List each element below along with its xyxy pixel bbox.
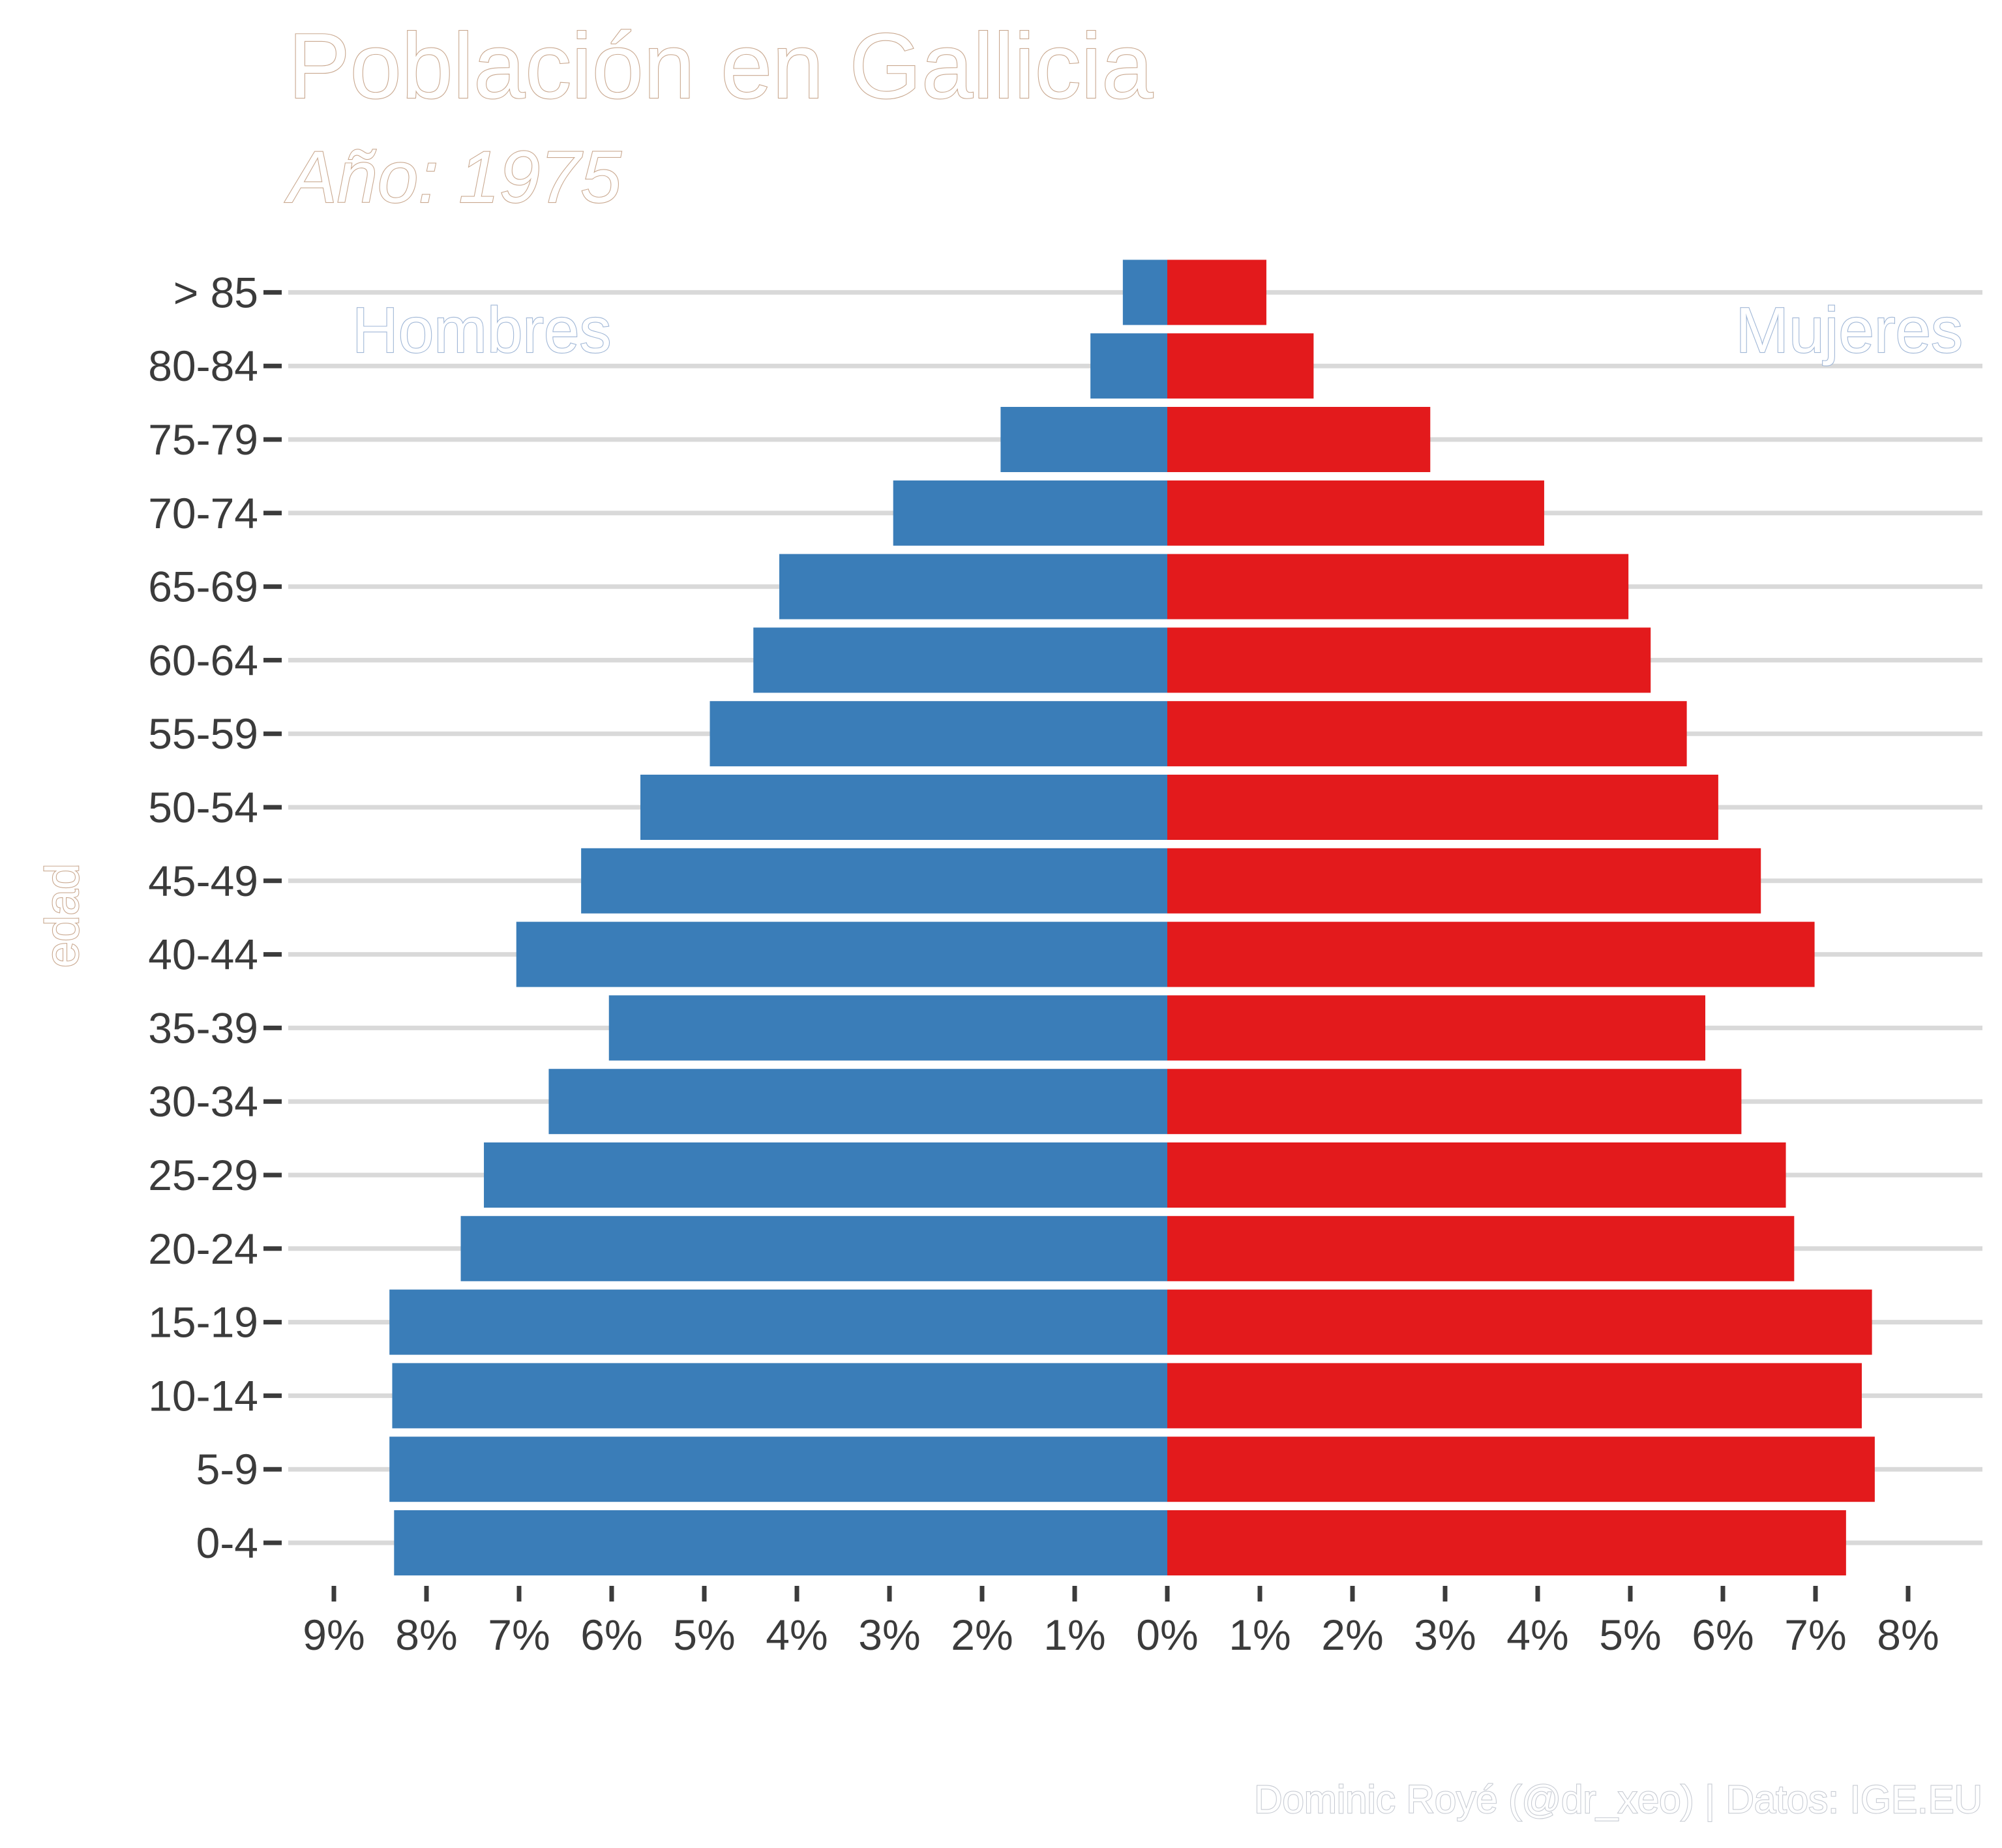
axes: 0-4 5-9 10-14 15-19 20-24 25-29 30-34 35-39 40-4… xyxy=(148,268,1939,1659)
x-tick-label: 1% xyxy=(1229,1611,1291,1659)
y-tick-label: 35-39 xyxy=(148,1004,258,1052)
chart-subtitle: Año: 1975 xyxy=(284,136,621,218)
bar-mujeres-60-64 xyxy=(1167,627,1651,693)
bar-mujeres-45-49 xyxy=(1167,848,1761,914)
bar-hombres-30-34 xyxy=(548,1069,1167,1135)
y-tick-label: 75-79 xyxy=(148,415,258,464)
x-tick-label: 8% xyxy=(1877,1611,1939,1659)
y-tick-label: 20-24 xyxy=(148,1225,258,1273)
bar-hombres-40-44 xyxy=(516,921,1167,987)
x-tick-label: 2% xyxy=(951,1611,1013,1659)
bar-hombres-45-49 xyxy=(581,848,1167,914)
y-tick-label: 50-54 xyxy=(148,783,258,831)
y-tick-label: 60-64 xyxy=(148,636,258,684)
bar-mujeres-0-4 xyxy=(1167,1510,1846,1575)
x-tick-label: 7% xyxy=(488,1611,550,1659)
annotation-hombres: Hombres xyxy=(352,294,612,366)
bar-mujeres-10-14 xyxy=(1167,1363,1862,1429)
bar-hombres-10-14 xyxy=(392,1363,1168,1429)
y-tick-label: 15-19 xyxy=(148,1298,258,1347)
y-tick-label: 25-29 xyxy=(148,1151,258,1199)
bar-hombres-15-19 xyxy=(389,1289,1168,1355)
y-tick-label: 10-14 xyxy=(148,1371,258,1420)
bar-hombres-5-9 xyxy=(389,1437,1168,1502)
bar-hombres--85 xyxy=(1122,260,1167,325)
bar-hombres-25-29 xyxy=(484,1142,1167,1208)
bar-mujeres-65-69 xyxy=(1167,554,1629,619)
bar-mujeres-15-19 xyxy=(1167,1289,1872,1355)
y-tick-label: 45-49 xyxy=(148,857,258,905)
bar-mujeres-75-79 xyxy=(1167,407,1431,472)
bar-mujeres-70-74 xyxy=(1167,480,1544,546)
y-axis-title: edad xyxy=(37,863,89,968)
chart-caption: Dominic Royé (@dr_xeo) | Datos: IGE.EU xyxy=(1254,1778,1982,1821)
x-tick-label: 0% xyxy=(1136,1611,1198,1659)
bar-hombres-50-54 xyxy=(640,775,1167,840)
bar-mujeres-30-34 xyxy=(1167,1069,1742,1135)
y-tick-label: 5-9 xyxy=(196,1445,258,1493)
bar-hombres-80-84 xyxy=(1090,333,1167,399)
chart-title: Población en Gallicia xyxy=(288,14,1153,118)
bar-mujeres-35-39 xyxy=(1167,995,1706,1061)
x-tick-label: 6% xyxy=(1692,1611,1754,1659)
y-tick-label: 0-4 xyxy=(196,1519,258,1567)
bar-mujeres-50-54 xyxy=(1167,775,1718,840)
bar-mujeres-25-29 xyxy=(1167,1142,1786,1208)
bar-hombres-65-69 xyxy=(779,554,1167,619)
x-tick-label: 4% xyxy=(1506,1611,1568,1659)
x-tick-label: 3% xyxy=(858,1611,920,1659)
bar-hombres-35-39 xyxy=(608,995,1167,1061)
y-tick-label: 55-59 xyxy=(148,709,258,758)
y-tick-label: 80-84 xyxy=(148,342,258,390)
x-tick-label: 5% xyxy=(673,1611,735,1659)
bar-mujeres-55-59 xyxy=(1167,701,1687,767)
bar-hombres-0-4 xyxy=(394,1510,1167,1575)
bar-mujeres-80-84 xyxy=(1167,333,1314,399)
y-tick-label: > 85 xyxy=(173,268,258,316)
bar-hombres-60-64 xyxy=(753,627,1167,693)
x-tick-label: 8% xyxy=(395,1611,457,1659)
bar-mujeres-40-44 xyxy=(1167,921,1815,987)
bar-hombres-75-79 xyxy=(1000,407,1167,472)
bar-hombres-70-74 xyxy=(893,480,1167,546)
x-tick-label: 6% xyxy=(580,1611,642,1659)
bar-mujeres-5-9 xyxy=(1167,1437,1875,1502)
x-tick-label: 2% xyxy=(1321,1611,1383,1659)
gridlines xyxy=(288,290,1982,1545)
x-tick-label: 1% xyxy=(1043,1611,1105,1659)
bar-mujeres--85 xyxy=(1167,260,1266,325)
x-tick-label: 5% xyxy=(1599,1611,1661,1659)
y-tick-label: 70-74 xyxy=(148,489,258,537)
x-tick-label: 3% xyxy=(1414,1611,1476,1659)
bar-hombres-20-24 xyxy=(460,1215,1167,1281)
x-tick-label: 7% xyxy=(1784,1611,1846,1659)
bar-hombres-55-59 xyxy=(710,701,1167,767)
y-tick-label: 65-69 xyxy=(148,563,258,611)
bars xyxy=(389,260,1875,1575)
x-tick-label: 9% xyxy=(303,1611,365,1659)
y-tick-label: 30-34 xyxy=(148,1077,258,1125)
y-tick-label: 40-44 xyxy=(148,931,258,979)
annotation-mujeres: Mujeres xyxy=(1735,294,1963,366)
bar-mujeres-20-24 xyxy=(1167,1215,1795,1281)
x-tick-label: 4% xyxy=(766,1611,828,1659)
